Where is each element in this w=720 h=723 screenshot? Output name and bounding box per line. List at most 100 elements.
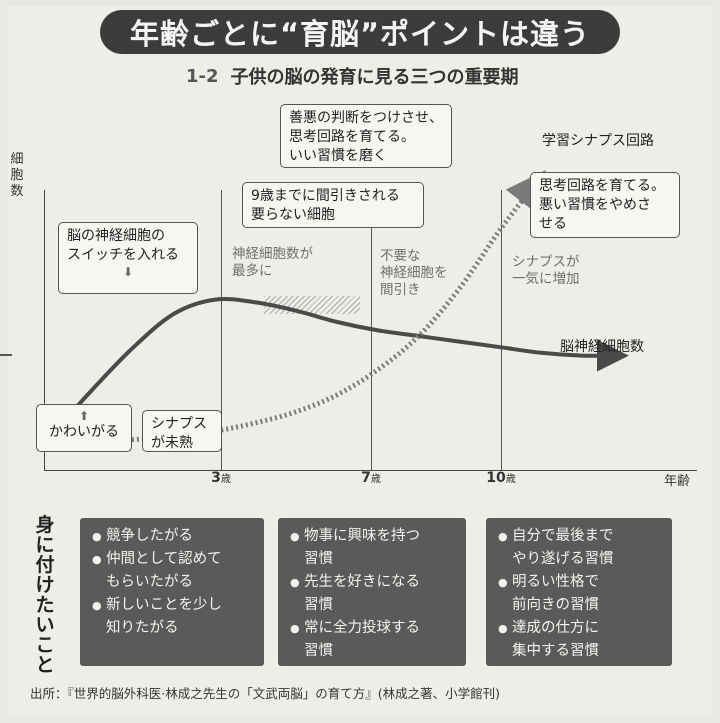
annot-surge-line2: 一気に増加 — [512, 271, 580, 287]
synapse-point-6 — [295, 410, 298, 413]
x-axis-label: 年齢 — [664, 474, 691, 489]
gridline-age-10 — [501, 190, 502, 470]
annot-surge-line1: シナプスが — [512, 254, 580, 270]
habit-text: 物事に興味を持つ — [304, 528, 420, 544]
habit-item: ● 仲間として認めて — [92, 549, 252, 570]
callout-age10-line2: 思考回路を育てる。 — [289, 129, 415, 145]
habit-panel-late: ● 自分で最後まで やり遂げる習慣 ● 明るい性格で 前向きの習慣 ● 達成の仕方に … — [486, 518, 672, 666]
habits-section-label: 身に付けたいこと — [35, 514, 55, 676]
annot-prune-line2: 神経細胞を — [380, 265, 448, 281]
callout-age9-line1: 9歳までに間引きされる — [251, 188, 400, 204]
habit-item-continued: 集中する習慣 — [498, 641, 660, 662]
habit-item-continued: 知りたがる — [92, 618, 252, 639]
gridline-age-3 — [221, 190, 222, 470]
chart-subtitle: 1-2 子供の脳の発育に見る三つの重要期 — [186, 64, 586, 89]
figure-number: 1-2 — [186, 65, 219, 87]
x-tick-7-value: 7 — [361, 470, 371, 486]
neurons-point-3 — [173, 312, 176, 315]
bullet-icon: ● — [290, 622, 300, 635]
synapse-point-9 — [417, 335, 420, 338]
synapse-point-8 — [377, 368, 380, 371]
callout-age9-pruning: 9歳までに間引きされる 要らない細胞 — [242, 182, 424, 228]
callout-after10: 思考回路を育てる。 悪い習慣をやめさ せる — [530, 172, 680, 238]
callout-synapse-immature: シナプス が未熟 — [142, 410, 222, 452]
synapse-point-2 — [132, 438, 135, 441]
callout-after10-line3: せる — [539, 216, 567, 232]
callout-age10-judgement: 善悪の判断をつけさせ、 思考回路を育てる。 いい習慣を磨く — [280, 104, 452, 168]
neurons-point-10 — [458, 340, 461, 343]
habit-text: 前向きの習慣 — [512, 597, 599, 613]
habit-text: 習慣 — [304, 643, 333, 659]
neurons-point-8 — [377, 329, 380, 332]
annot-peak: 神経細胞数が 最多に — [232, 246, 313, 280]
habit-item: ● 常に全力投球する — [290, 618, 454, 639]
callout-synapse-line1: シナプス — [151, 416, 207, 432]
neurons-point-1 — [91, 388, 94, 391]
habit-item-continued: もらいたがる — [92, 572, 252, 593]
callout-synapse-line2: が未熟 — [151, 435, 193, 451]
habit-item-continued: 習慣 — [290, 641, 454, 662]
bullet-icon: ● — [92, 553, 102, 566]
annot-prune-line1: 不要な — [380, 248, 421, 264]
habit-item-continued: やり遂げる習慣 — [498, 549, 660, 570]
habit-text: 習慣 — [304, 551, 333, 567]
bullet-icon: ● — [498, 530, 508, 543]
habit-item: ● 競争したがる — [92, 526, 252, 547]
callout-switch-on: 脳の神経細胞の スイッチを入れる ⬇ — [58, 222, 198, 294]
habit-item-continued: 習慣 — [290, 595, 454, 616]
bullet-icon: ● — [92, 530, 102, 543]
chart-title: 子供の脳の発育に見る三つの重要期 — [230, 67, 519, 88]
habit-text: 知りたがる — [106, 620, 179, 636]
callout-age10-line3: いい習慣を磨く — [289, 148, 387, 164]
neurons-point-11 — [499, 346, 502, 349]
bullet-icon: ● — [92, 599, 102, 612]
habit-text: やり遂げる習慣 — [512, 551, 614, 567]
habit-item: ● 先生を好きになる — [290, 572, 454, 593]
neurons-point-12 — [540, 351, 543, 354]
habit-item-continued: 前向きの習慣 — [498, 595, 660, 616]
habit-panel-early: ● 競争したがる ● 仲間として認めて もらいたがる ● 新しいことを少し 知りたがる — [80, 518, 264, 666]
synapse-point-5 — [254, 421, 257, 424]
annot-surge: シナプスが 一気に増加 — [512, 254, 580, 288]
y-axis-label: 細胞数 — [10, 152, 24, 199]
callout-affection: ⬆ かわいがる — [36, 404, 132, 452]
synapse-point-10 — [458, 287, 461, 290]
habit-item: ● 明るい性格で — [498, 572, 660, 593]
habit-text: 自分で最後まで — [512, 528, 614, 544]
annot-peak-line2: 最多に — [232, 263, 273, 279]
habit-item: ● 自分で最後まで — [498, 526, 660, 547]
habit-item-continued: 習慣 — [290, 549, 454, 570]
callout-age10-line1: 善悪の判断をつけさせ、 — [289, 110, 443, 126]
series-synapse-line — [51, 170, 546, 446]
x-tick-10: 10歳 — [486, 470, 515, 486]
x-tick-3: 3歳 — [211, 470, 231, 486]
habit-text: 明るい性格で — [512, 574, 599, 590]
habit-text: 達成の仕方に — [512, 620, 599, 636]
callout-after10-line1: 思考回路を育てる。 — [539, 178, 665, 194]
callout-after10-line2: 悪い習慣をやめさ — [539, 197, 651, 213]
series-neurons-line — [50, 296, 629, 436]
habit-text: 新しいことを少し — [106, 597, 222, 613]
x-tick-3-unit: 歳 — [220, 474, 231, 485]
annot-peak-line1: 神経細胞数が — [232, 246, 313, 262]
callout-switch-on-line2: スイッチを入れる — [67, 247, 179, 263]
bullet-icon: ● — [498, 622, 508, 635]
page-title: 年齢ごとに“育脳”ポイントは違う — [100, 10, 620, 54]
habit-text: 先生を好きになる — [304, 574, 420, 590]
legend-neurons: 脳神経細胞数 — [560, 339, 644, 355]
x-tick-10-value: 10 — [486, 470, 506, 486]
neurons-point-7 — [336, 321, 339, 324]
x-tick-7-unit: 歳 — [370, 474, 381, 485]
arrow-up-icon: ⬆ — [78, 409, 90, 423]
callout-age9-line2: 要らない細胞 — [251, 207, 335, 223]
source-citation: 出所：『世界的脳外科医·林成之先生の「文武両脳」の育て方』(林成之著、小学館刊) — [30, 686, 500, 701]
habit-text: 常に全力投球する — [304, 620, 420, 636]
callout-affection-text: かわいがる — [49, 424, 119, 440]
neurons-point-6 — [295, 309, 298, 312]
margin-tick — [0, 354, 12, 356]
annot-prune-line3: 間引き — [380, 282, 421, 298]
annot-prune: 不要な 神経細胞を 間引き — [380, 248, 448, 299]
bullet-icon: ● — [290, 530, 300, 543]
bullet-icon: ● — [290, 576, 300, 589]
bullet-icon: ● — [498, 576, 508, 589]
